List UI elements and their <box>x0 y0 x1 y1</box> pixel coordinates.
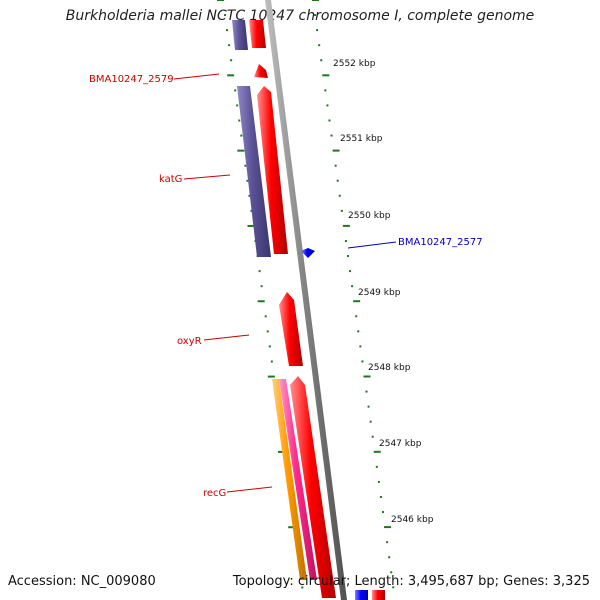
feature-katg-purple[interactable] <box>237 86 271 257</box>
backbone <box>265 0 347 600</box>
feature-bottom-red[interactable] <box>372 590 385 600</box>
gene-label-oxyr[interactable]: oxyR <box>177 336 202 347</box>
label-leader-line <box>173 73 220 80</box>
gene-label-recg[interactable]: recG <box>203 488 226 499</box>
gene-oxyr[interactable] <box>279 292 303 366</box>
label-leader-line <box>203 334 250 341</box>
genome-stats-text: Topology: circular; Length: 3,495,687 bp… <box>232 574 590 589</box>
feature-recg-pink[interactable] <box>279 379 317 580</box>
gene-bma10247-2577[interactable] <box>301 248 315 258</box>
gene-label-katg[interactable]: katG <box>159 174 182 185</box>
accession-text: Accession: NC_009080 <box>8 574 156 589</box>
gene-label-bma10247-2577[interactable]: BMA10247_2577 <box>398 237 483 248</box>
scale-tick-label: 2549 kbp <box>358 288 401 298</box>
gene-bma10247-2579[interactable] <box>254 64 268 78</box>
scale-tick-label: 2547 kbp <box>379 439 422 449</box>
gene-label-bma10247-2579[interactable]: BMA10247_2579 <box>89 74 174 85</box>
label-leader-line <box>226 486 273 493</box>
map-title: Burkholderia mallei NCTC 10247 chromosom… <box>65 8 535 24</box>
label-leader-line <box>183 174 231 180</box>
feature-top-purple[interactable] <box>232 20 248 50</box>
label-leader-line <box>347 241 397 249</box>
gene-recg[interactable] <box>290 376 336 598</box>
gene-top-red[interactable] <box>249 20 266 48</box>
scale-tick-label: 2550 kbp <box>348 211 391 221</box>
gene-katg[interactable] <box>257 86 288 254</box>
feature-recg-orange[interactable] <box>272 379 307 580</box>
scale-tick-label: 2551 kbp <box>340 134 383 144</box>
feature-bottom-blue[interactable] <box>355 590 368 600</box>
scale-tick-label: 2546 kbp <box>391 515 434 525</box>
scale-tick-label: 2552 kbp <box>333 59 376 69</box>
scale-tick-label: 2548 kbp <box>368 363 411 373</box>
